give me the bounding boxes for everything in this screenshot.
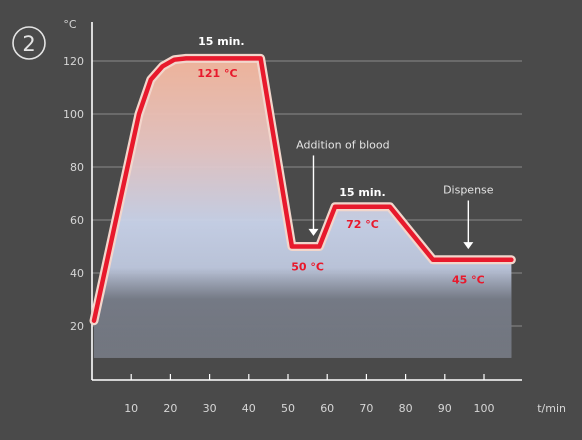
tick-labels: 20 40 60 80 100 120 10 20 30 40 50 60 70 80 90 100 °C t/m… — [63, 18, 566, 415]
annotation-label-6: Dispense — [443, 184, 494, 197]
x-tick-label-10: 10 — [124, 402, 138, 415]
x-tick-label-100: 100 — [474, 402, 495, 415]
annotation-label-1: 121 °C — [197, 67, 237, 80]
annotations: 15 min. 121 °C Addition of blood 50 °C 15 mi… — [197, 35, 494, 287]
y-axis-unit-label: °C — [63, 18, 77, 31]
y-tick-label-100: 100 — [63, 108, 84, 121]
y-tick-label-20: 20 — [70, 320, 84, 333]
x-tick-label-30: 30 — [203, 402, 217, 415]
step-badge-number: 2 — [22, 32, 35, 56]
x-axis-unit-label: t/min — [537, 402, 566, 415]
x-tick-label-80: 80 — [399, 402, 413, 415]
x-tick-label-40: 40 — [242, 402, 256, 415]
annotation-label-5: 72 °C — [346, 218, 379, 231]
annotation-arrow-head-2 — [308, 228, 319, 236]
annotation-label-3: 50 °C — [291, 260, 324, 273]
x-tick-label-90: 90 — [438, 402, 452, 415]
annotation-label-0: 15 min. — [198, 35, 244, 48]
area-fill — [93, 58, 512, 358]
x-tick-label-70: 70 — [359, 402, 373, 415]
x-tick-label-20: 20 — [163, 402, 177, 415]
x-tick-label-60: 60 — [320, 402, 334, 415]
y-tick-label-40: 40 — [70, 267, 84, 280]
step-badge: 2 — [12, 26, 46, 60]
y-tick-label-60: 60 — [70, 214, 84, 227]
series-line — [91, 56, 514, 323]
annotation-arrow-head-6 — [463, 242, 474, 250]
y-tick-label-80: 80 — [70, 161, 84, 174]
annotation-label-4: 15 min. — [339, 186, 385, 199]
y-tick-label-120: 120 — [63, 55, 84, 68]
area-shadow-band — [93, 267, 512, 358]
series-line-group — [89, 53, 516, 326]
annotation-label-7: 45 °C — [452, 274, 485, 287]
step-badge-circle — [12, 26, 46, 60]
annotation-label-2: Addition of blood — [296, 138, 390, 151]
x-tick-label-50: 50 — [281, 402, 295, 415]
